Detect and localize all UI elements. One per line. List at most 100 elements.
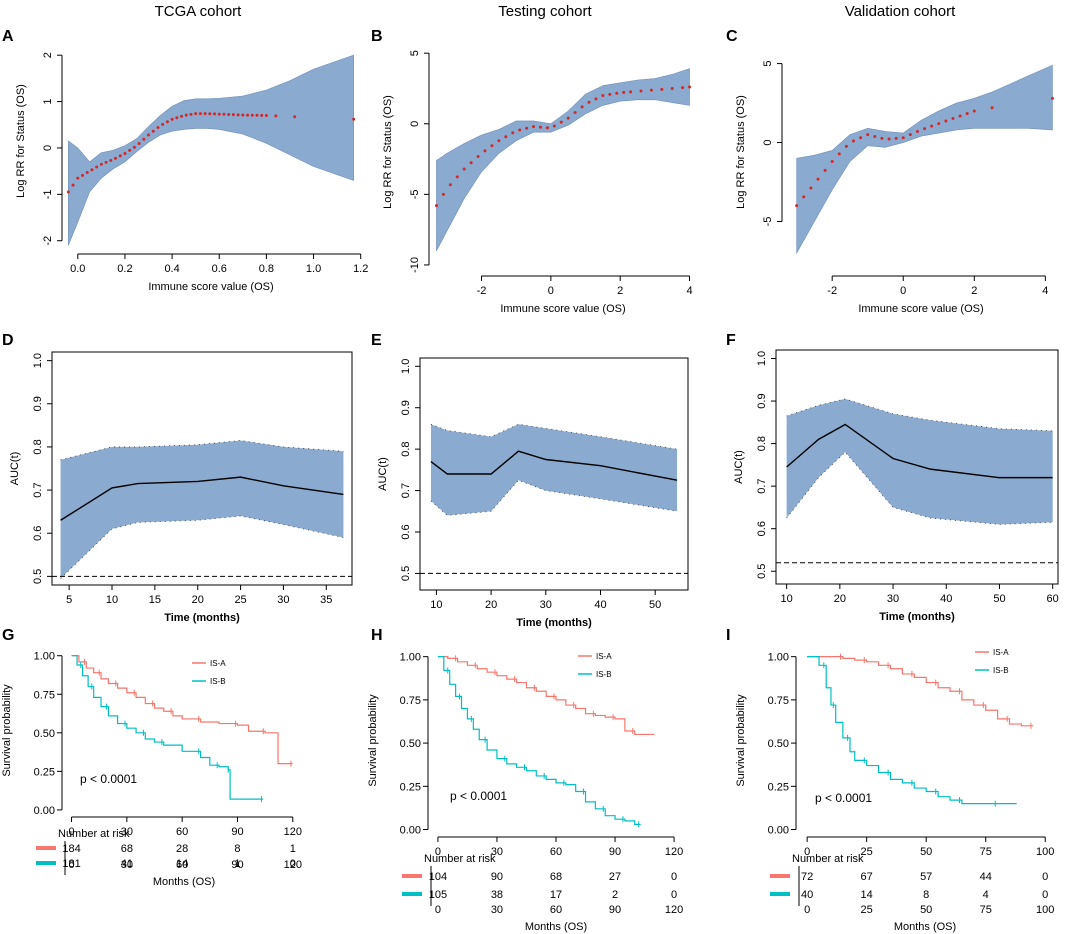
x-tick-label-f: 50 [993, 593, 1005, 605]
y-tick-label-e: 0.9 [400, 400, 412, 415]
spline-point-b [587, 100, 591, 104]
x-tick-label-d: 5 [66, 594, 72, 606]
risk-time-label-g: 60 [176, 859, 188, 871]
p-value-i: p < 0.0001 [815, 791, 872, 805]
risk-count-g: 8 [234, 843, 240, 855]
risk-count-g: 1 [234, 858, 240, 870]
risk-table-xlabel-i: Months (OS) [894, 921, 956, 933]
spline-point-a [208, 112, 212, 116]
y-tick-label-a: 2 [42, 52, 54, 58]
y-axis-title-c: Log RR for Status (OS) [735, 95, 747, 209]
y-tick-label-i: 0.50 [768, 738, 789, 750]
ci-band-c [796, 64, 1053, 255]
spline-point-b [649, 88, 653, 92]
spline-point-a [90, 168, 94, 172]
spline-point-c [866, 133, 870, 137]
y-tick-label-i: 0.25 [768, 781, 789, 793]
spline-point-a [184, 113, 188, 117]
x-tick-label-h: 0 [435, 846, 441, 858]
spline-point-b [483, 149, 487, 153]
risk-count-h: 68 [550, 871, 562, 883]
legend-label-g: IS-A [210, 659, 226, 668]
spline-point-b [670, 86, 674, 90]
risk-count-h: 2 [612, 889, 618, 901]
spline-point-c [937, 122, 941, 126]
column-title-validation: Validation cohort [845, 3, 956, 20]
x-tick-label-f: 60 [1047, 593, 1059, 605]
spline-point-b [580, 105, 584, 109]
spline-point-a [123, 152, 127, 156]
x-axis-title-c: Immune score value (OS) [858, 303, 983, 315]
auc-ci-edge-d [60, 440, 344, 461]
y-axis-title-b: Log RR for Status (OS) [382, 95, 394, 209]
spline-point-b [518, 128, 522, 132]
y-tick-label-c: -5 [762, 217, 774, 227]
spline-point-c [880, 136, 884, 140]
spline-point-a [114, 156, 118, 160]
y-tick-label-e: 0.8 [400, 441, 412, 456]
column-title-tcga: TCGA cohort [155, 3, 243, 20]
ci-band-b [436, 68, 690, 251]
spline-point-a [250, 113, 254, 117]
y-tick-label-g: 1.00 [34, 651, 55, 663]
spline-point-a [137, 142, 141, 146]
spline-point-a [128, 148, 132, 152]
spline-point-a [76, 176, 80, 180]
y-tick-label-d: 0.9 [32, 396, 44, 411]
spline-point-a [194, 112, 198, 116]
y-tick-label-h: 0.75 [400, 695, 421, 707]
x-tick-label-e: 30 [540, 599, 552, 611]
x-tick-label-d: 15 [149, 594, 161, 606]
y-axis-title-a: Log RR for Status (OS) [15, 84, 27, 198]
risk-table-title-i: Number at risk [792, 853, 864, 865]
risk-count-g: 181 [62, 858, 80, 870]
risk-count-h: 27 [609, 871, 621, 883]
x-tick-label-a: 0.6 [212, 263, 227, 275]
spline-point-b [441, 192, 445, 196]
risk-count-g: 14 [176, 858, 188, 870]
risk-time-label-i: 25 [861, 904, 873, 916]
spline-point-c [923, 127, 927, 131]
panel-label-f: F [726, 332, 736, 349]
spline-point-a [198, 112, 202, 116]
x-tick-label-f: 30 [887, 593, 899, 605]
y-tick-label-a: -1 [42, 189, 54, 199]
risk-count-h: 104 [429, 871, 447, 883]
legend-label-g: IS-B [210, 677, 226, 686]
y-tick-label-f: 0.7 [756, 478, 768, 493]
spline-point-b [490, 144, 494, 148]
risk-count-h: 105 [429, 889, 447, 901]
y-tick-label-a: -2 [42, 236, 54, 246]
x-tick-label-a: 0.8 [259, 263, 274, 275]
x-tick-label-d: 35 [320, 594, 332, 606]
spline-point-b [538, 125, 542, 129]
spline-point-b [552, 124, 556, 128]
spline-point-a [274, 114, 278, 118]
x-tick-label-h: 120 [665, 846, 683, 858]
spline-point-b [455, 175, 459, 179]
risk-time-label-h: 60 [550, 904, 562, 916]
risk-count-i: 57 [920, 871, 932, 883]
risk-time-label-h: 0 [435, 904, 441, 916]
risk-count-i: 0 [1042, 889, 1048, 901]
spline-point-a [104, 160, 108, 164]
panel-label-g: G [2, 627, 14, 644]
y-tick-label-f: 0.8 [756, 436, 768, 451]
y-tick-label-b: 5 [409, 50, 421, 56]
p-value-h: p < 0.0001 [450, 789, 507, 803]
risk-count-g: 28 [176, 843, 188, 855]
y-axis-title-h: Survival probability [367, 694, 379, 787]
y-tick-label-f: 0.6 [756, 521, 768, 536]
spline-point-a [85, 171, 89, 175]
auc-ci-band-e [430, 424, 678, 516]
risk-time-label-g: 120 [284, 859, 302, 871]
panel-label-b: B [371, 28, 383, 45]
y-tick-label-c: 0 [762, 139, 774, 145]
y-tick-label-h: 0.00 [400, 825, 421, 837]
spline-point-b [566, 116, 570, 120]
risk-count-g: 41 [121, 858, 133, 870]
auc-ci-band-f [786, 398, 1053, 525]
risk-time-label-h: 30 [491, 904, 503, 916]
spline-point-b [469, 161, 473, 165]
risk-count-i: 44 [980, 871, 992, 883]
